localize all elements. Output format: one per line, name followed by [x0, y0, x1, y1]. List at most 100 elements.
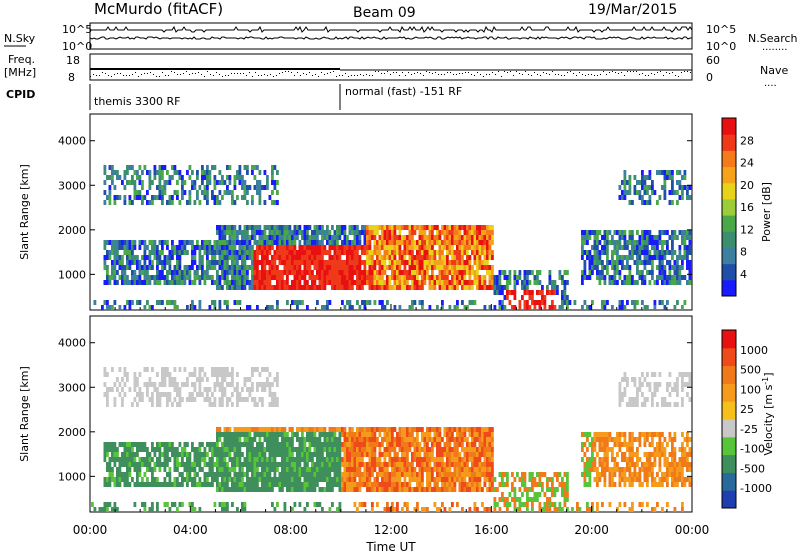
data-cell	[644, 240, 647, 245]
data-cell	[104, 457, 107, 462]
data-cell	[281, 462, 284, 467]
data-cell	[224, 427, 227, 432]
data-cell	[561, 492, 564, 497]
data-cell	[356, 452, 359, 457]
data-cell	[199, 185, 202, 190]
data-cell	[299, 240, 302, 245]
data-cell	[354, 270, 357, 275]
data-cell	[424, 457, 427, 462]
data-cell	[564, 290, 567, 295]
data-cell	[551, 502, 554, 507]
data-cell	[129, 260, 132, 265]
data-cell	[344, 437, 347, 442]
data-cell	[241, 270, 244, 275]
power-colorbar-label: Power [dB]	[760, 182, 773, 242]
data-cell	[689, 235, 692, 240]
data-cell	[566, 295, 569, 300]
data-cell	[366, 300, 369, 305]
data-cell	[251, 270, 254, 275]
data-cell	[486, 437, 489, 442]
data-cell	[499, 280, 502, 285]
data-cell	[239, 442, 242, 447]
data-cell	[384, 432, 387, 437]
data-cell	[126, 482, 129, 487]
data-cell	[311, 487, 314, 492]
data-cell	[271, 477, 274, 482]
data-cell	[596, 275, 599, 280]
data-cell	[366, 230, 369, 235]
data-cell	[191, 305, 194, 310]
data-cell	[129, 240, 132, 245]
data-cell	[671, 190, 674, 195]
data-cell	[244, 245, 247, 250]
nave-dot	[135, 72, 136, 73]
nave-dot	[348, 76, 349, 77]
data-cell	[364, 250, 367, 255]
data-cell	[511, 472, 514, 477]
data-cell	[559, 507, 562, 512]
data-cell	[381, 260, 384, 265]
data-cell	[224, 482, 227, 487]
data-cell	[441, 437, 444, 442]
data-cell	[196, 275, 199, 280]
data-cell	[366, 437, 369, 442]
data-cell	[311, 240, 314, 245]
data-cell	[134, 502, 137, 507]
data-cell	[359, 452, 362, 457]
data-cell	[166, 260, 169, 265]
data-cell	[461, 447, 464, 452]
data-cell	[251, 275, 254, 280]
data-cell	[494, 285, 497, 290]
data-cell	[504, 285, 507, 290]
data-cell	[276, 462, 279, 467]
data-cell	[239, 180, 242, 185]
data-cell	[314, 487, 317, 492]
data-cell	[346, 240, 349, 245]
data-cell	[304, 437, 307, 442]
data-cell	[219, 225, 222, 230]
data-cell	[251, 442, 254, 447]
data-cell	[244, 397, 247, 402]
data-cell	[319, 255, 322, 260]
data-cell	[229, 265, 232, 270]
data-cell	[291, 300, 294, 305]
data-cell	[359, 437, 362, 442]
data-cell	[369, 452, 372, 457]
data-cell	[614, 250, 617, 255]
data-cell	[484, 447, 487, 452]
data-cell	[251, 457, 254, 462]
data-cell	[119, 457, 122, 462]
data-cell	[226, 477, 229, 482]
data-cell	[304, 477, 307, 482]
data-cell	[104, 507, 107, 512]
data-cell	[234, 457, 237, 462]
data-cell	[299, 280, 302, 285]
data-cell	[114, 265, 117, 270]
nave-dot	[516, 71, 517, 72]
data-cell	[526, 290, 529, 295]
data-cell	[376, 437, 379, 442]
data-cell	[416, 447, 419, 452]
data-cell	[396, 260, 399, 265]
data-cell	[389, 245, 392, 250]
data-cell	[411, 235, 414, 240]
data-cell	[634, 245, 637, 250]
data-cell	[636, 270, 639, 275]
data-cell	[314, 260, 317, 265]
data-cell	[226, 185, 229, 190]
nave-dot	[456, 74, 457, 75]
data-cell	[191, 447, 194, 452]
data-cell	[156, 502, 159, 507]
data-cell	[371, 255, 374, 260]
data-cell	[484, 477, 487, 482]
data-cell	[161, 240, 164, 245]
data-cell	[364, 502, 367, 507]
data-cell	[406, 472, 409, 477]
data-cell	[149, 452, 152, 457]
data-cell	[256, 462, 259, 467]
data-cell	[194, 467, 197, 472]
data-cell	[319, 250, 322, 255]
data-cell	[191, 392, 194, 397]
data-cell	[316, 300, 319, 305]
data-cell	[304, 235, 307, 240]
